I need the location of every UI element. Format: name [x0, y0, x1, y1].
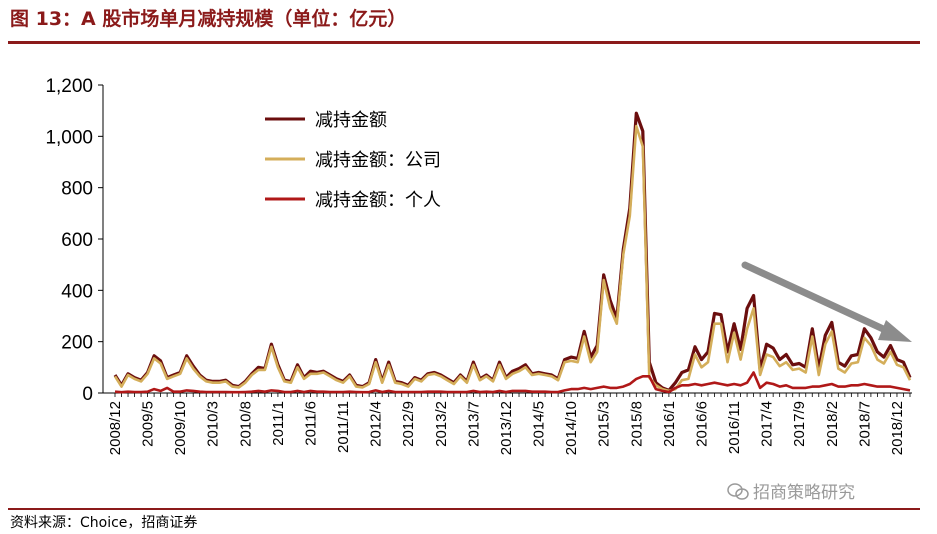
- x-tick-label: 2010/3: [205, 401, 222, 447]
- x-tick-label: 2015/8: [628, 401, 645, 447]
- x-tick-label: 2011/1: [270, 401, 287, 446]
- x-tick-label: 2010/8: [237, 401, 254, 447]
- x-tick-label: 2017/9: [791, 401, 808, 447]
- x-tick-label: 2017/4: [759, 401, 776, 447]
- x-tick-label: 2014/10: [563, 401, 580, 455]
- wechat-icon: [727, 483, 749, 501]
- x-tick-label: 2011/6: [302, 401, 319, 446]
- source-rule: [8, 508, 920, 510]
- title-rule: [8, 41, 920, 44]
- watermark-text: 招商策略研究: [753, 483, 855, 503]
- x-tick-label: 2015/3: [596, 401, 613, 447]
- x-tick-label: 2018/2: [824, 401, 841, 447]
- series-line-individual: [114, 371, 911, 394]
- legend-label-individual: 减持金额：个人: [315, 190, 441, 211]
- x-tick-label: 2016/11: [726, 401, 743, 454]
- series-line-total: [113, 111, 912, 392]
- trend-arrow-head: [878, 320, 912, 342]
- source-note: 资料来源：Choice，招商证券: [10, 515, 198, 531]
- trend-arrow-shaft: [741, 261, 898, 338]
- x-tick-label: 2012/9: [400, 401, 417, 447]
- x-tick-label: 2009/5: [140, 401, 157, 447]
- y-tick-label: 600: [61, 230, 93, 251]
- x-tick-label: 2018/7: [856, 401, 873, 447]
- figure-title: 图 13：A 股市场单月减持规模（单位：亿元）: [10, 8, 407, 30]
- y-tick-label: 200: [61, 333, 93, 354]
- y-tick-label: 800: [61, 179, 93, 200]
- series-line-company: [113, 124, 912, 393]
- x-tick-label: 2013/12: [498, 401, 515, 455]
- legend-label-company: 减持金额：公司: [315, 150, 441, 171]
- x-tick-label: 2012/4: [368, 401, 385, 447]
- x-tick-label: 2013/2: [433, 401, 450, 447]
- x-tick-label: 2013/7: [465, 401, 482, 447]
- x-tick-label: 2018/12: [889, 401, 906, 455]
- x-tick-label: 2016/6: [693, 401, 710, 447]
- y-tick-label: 1,000: [45, 127, 93, 148]
- legend-label-total: 减持金额: [315, 110, 387, 131]
- x-tick-label: 2008/12: [107, 401, 124, 455]
- x-tick-label: 2009/10: [172, 401, 189, 455]
- x-tick-label: 2014/5: [531, 401, 548, 447]
- y-tick-label: 400: [61, 281, 93, 302]
- y-tick-label: 0: [82, 384, 93, 405]
- watermark: 招商策略研究: [727, 478, 855, 503]
- y-tick-label: 1,200: [45, 76, 93, 97]
- x-tick-label: 2011/11: [335, 401, 352, 453]
- x-tick-label: 2016/1: [661, 401, 678, 447]
